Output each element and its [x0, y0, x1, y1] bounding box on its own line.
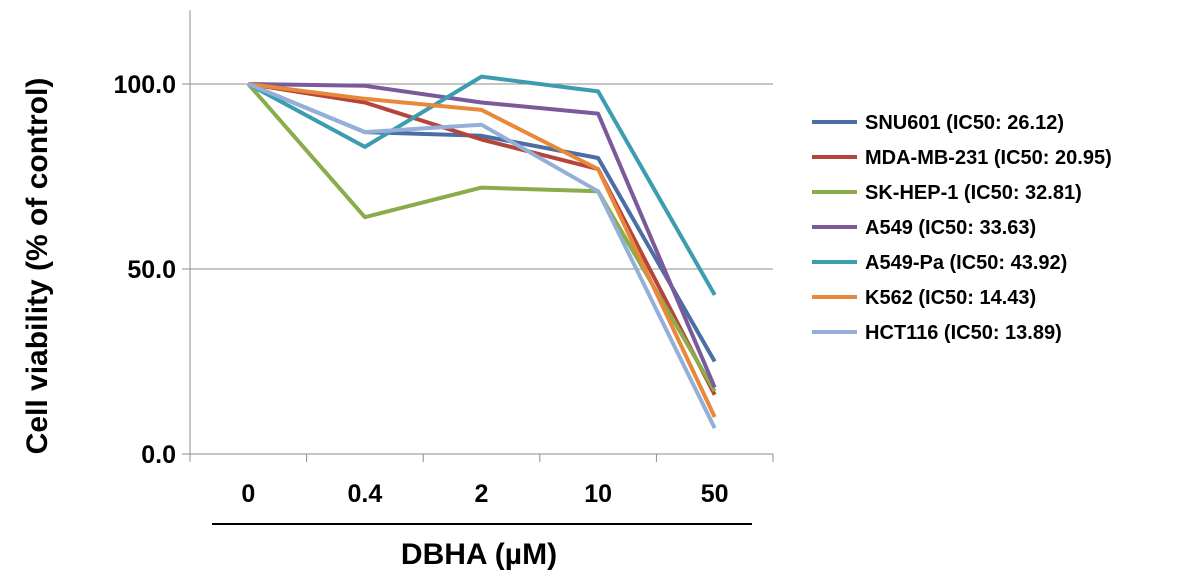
series-line — [248, 82, 717, 418]
x-tick-labels: 0 0.4 2 10 50 — [241, 480, 728, 508]
legend-label: A549 (IC50: 33.63) — [865, 217, 1036, 239]
legend-label: A549-Pa (IC50: 43.92) — [865, 252, 1067, 274]
x-tick-label: 2 — [475, 480, 489, 508]
series-line — [248, 82, 717, 389]
y-tick-labels: 0.0 50.0 100.0 — [113, 71, 176, 469]
legend: SNU601 (IC50: 26.12) MDA-MB-231 (IC50: 20… — [812, 112, 1112, 344]
x-tick-label: 0.4 — [348, 480, 383, 508]
y-axis-title: Cell viability (% of control) — [21, 78, 54, 455]
series-lines — [246, 74, 717, 429]
y-tick-label: 0.0 — [141, 441, 176, 469]
series-line — [247, 82, 717, 396]
legend-label: SK-HEP-1 (IC50: 32.81) — [865, 182, 1082, 204]
x-tick-label: 0 — [241, 480, 255, 508]
axes — [182, 10, 774, 525]
legend-label: K562 (IC50: 14.43) — [865, 287, 1036, 309]
x-tick-label: 10 — [584, 480, 612, 508]
series-line — [247, 82, 717, 429]
y-tick-label: 50.0 — [127, 256, 176, 284]
legend-label: HCT116 (IC50: 13.89) — [865, 322, 1062, 344]
y-tick-label: 100.0 — [113, 71, 176, 99]
legend-label: SNU601 (IC50: 26.12) — [865, 112, 1064, 134]
series-line — [247, 74, 717, 296]
x-tick-label: 50 — [701, 480, 729, 508]
legend-label: MDA-MB-231 (IC50: 20.95) — [865, 147, 1112, 169]
series-line — [246, 82, 717, 393]
x-axis-title: DBHA (µM) — [401, 538, 557, 571]
